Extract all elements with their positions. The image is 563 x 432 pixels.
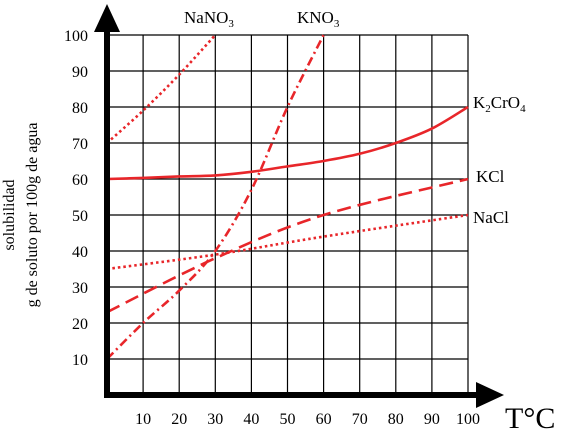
series-label-nano3: NaNO3 [184, 8, 234, 30]
y-tick-label: 70 [72, 136, 88, 153]
series-label-nacl: NaCl [473, 208, 509, 227]
axes [94, 4, 504, 408]
x-tick-label: 70 [352, 411, 368, 428]
series-line-kno3 [106, 34, 325, 360]
x-tick-label: 30 [207, 411, 223, 428]
x-tick-label: 80 [388, 411, 404, 428]
series-line-nacl [106, 213, 469, 271]
y-tick-label: 80 [72, 100, 88, 117]
x-axis-arrow [476, 382, 504, 408]
x-tick-label: 90 [424, 411, 440, 428]
series-label-kno3: KNO3 [297, 8, 340, 30]
y-tick-label: 10 [72, 352, 88, 369]
x-tick-label: 20 [171, 411, 187, 428]
y-tick-labels: 10 20 30 40 50 60 70 80 90 100 [64, 28, 88, 369]
x-axis-title: T°C [505, 402, 555, 432]
series-label-k2cro4: K2CrO4 [473, 93, 526, 115]
y-axis-arrow [94, 4, 120, 32]
x-tick-label: 100 [456, 411, 480, 428]
y-axis-title-line1: solubilidad [1, 179, 18, 250]
y-tick-label: 20 [72, 316, 88, 333]
y-tick-label: 50 [72, 208, 88, 225]
y-tick-label: 90 [72, 64, 88, 81]
series-line-k2cro4 [106, 105, 469, 181]
x-tick-label: 10 [135, 411, 151, 428]
series-line-kcl [106, 177, 469, 314]
y-tick-label: 100 [64, 28, 88, 45]
y-tick-label: 40 [72, 244, 88, 261]
series-line-nano3 [106, 34, 217, 144]
y-tick-label: 60 [72, 172, 88, 189]
y-tick-label: 30 [72, 280, 88, 297]
series-label-kcl: KCl [476, 167, 505, 186]
x-tick-labels: 10 20 30 40 50 60 70 80 90 100 [135, 411, 480, 428]
x-tick-label: 60 [316, 411, 332, 428]
x-tick-label: 40 [243, 411, 259, 428]
x-tick-label: 50 [280, 411, 296, 428]
series-lines [106, 34, 469, 360]
y-axis-title-line2: g de soluto por 100g de agua [24, 123, 41, 308]
grid [107, 34, 469, 395]
